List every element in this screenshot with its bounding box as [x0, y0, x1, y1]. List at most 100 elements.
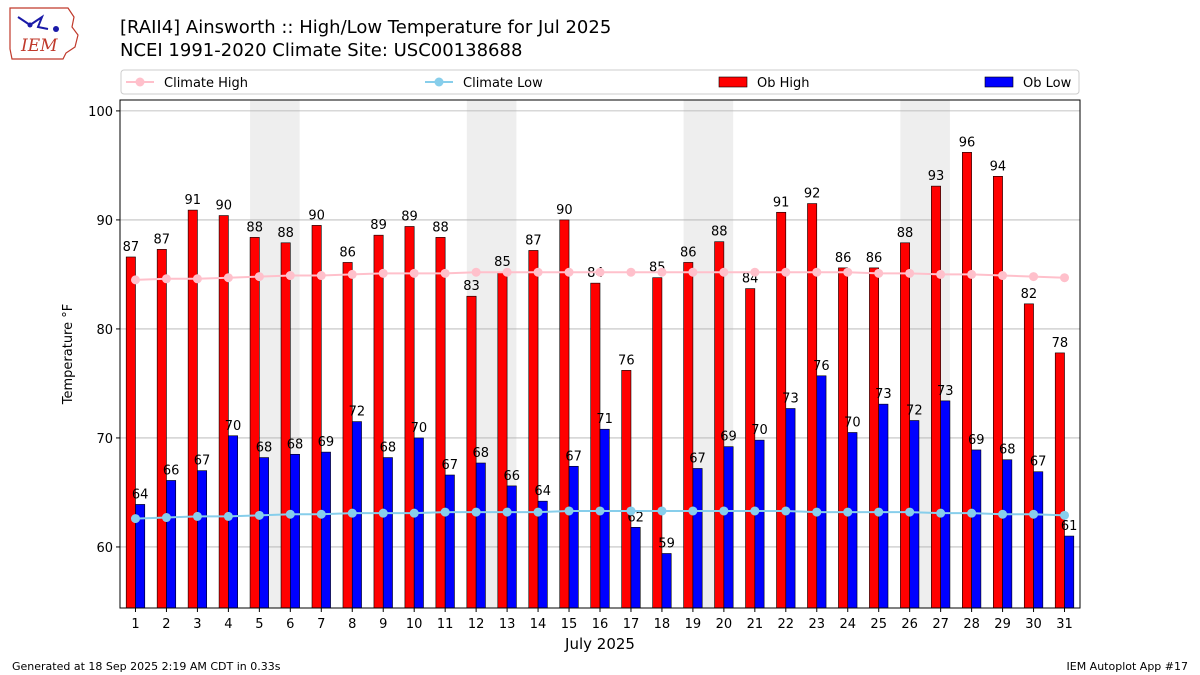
- ob-high-label: 91: [773, 195, 790, 210]
- climate-high-point: [1029, 272, 1039, 282]
- y-tick-label: 60: [96, 541, 113, 556]
- ob-high-bar: [404, 226, 415, 609]
- ob-low-label: 76: [813, 359, 830, 374]
- ob-high-label: 88: [897, 226, 914, 241]
- x-tick-label: 3: [193, 617, 201, 632]
- ob-low-label: 68: [380, 441, 397, 456]
- ob-low-label: 70: [751, 423, 768, 438]
- ob-low-bar: [166, 480, 177, 609]
- climate-low-point: [533, 507, 543, 517]
- climate-low-point: [781, 506, 791, 516]
- climate-high-point: [316, 271, 326, 281]
- ob-low-bar: [971, 449, 982, 609]
- ob-high-label: 86: [835, 251, 852, 266]
- logo-text: IEM: [20, 36, 58, 56]
- ob-high-label: 93: [928, 169, 945, 184]
- ob-high-label: 94: [990, 159, 1007, 174]
- climate-high-point: [936, 269, 946, 279]
- ob-high-bar: [342, 262, 353, 609]
- ob-high-bar: [869, 267, 880, 609]
- ob-low-bar: [630, 527, 641, 609]
- ob-low-bar: [475, 462, 486, 609]
- ob-low-label: 68: [999, 443, 1016, 458]
- ob-low-label: 71: [596, 412, 613, 427]
- chart-subtitle: NCEI 1991-2020 Climate Site: USC00138688: [120, 40, 523, 61]
- climate-low-point: [471, 507, 481, 517]
- climate-high-point: [874, 268, 884, 278]
- x-tick-label: 29: [994, 617, 1011, 632]
- ob-high-bar: [838, 267, 849, 609]
- y-tick-label: 80: [96, 323, 113, 338]
- ob-low-label: 67: [1030, 455, 1047, 470]
- x-tick-label: 1: [131, 617, 139, 632]
- y-axis-label: Temperature °F: [61, 304, 76, 405]
- ob-high-bar: [714, 241, 725, 609]
- ob-low-bar: [1033, 471, 1044, 609]
- x-tick-label: 16: [592, 617, 609, 632]
- climate-low-point: [1060, 510, 1070, 520]
- x-tick-label: 10: [406, 617, 423, 632]
- ob-high-label: 83: [463, 279, 480, 294]
- ob-low-bar: [444, 474, 455, 609]
- ob-low-bar: [320, 451, 331, 609]
- ob-high-label: 86: [866, 251, 883, 266]
- climate-low-point: [688, 506, 698, 516]
- ob-low-label: 66: [163, 463, 180, 478]
- ob-low-bar: [413, 437, 424, 609]
- ob-low-bar: [568, 465, 579, 609]
- climate-low-point: [564, 506, 574, 516]
- legend-climate-high-label: Climate High: [164, 76, 248, 91]
- ob-high-bar: [249, 237, 260, 609]
- iem-logo: IEM: [9, 7, 79, 60]
- ob-low-label: 72: [906, 403, 923, 418]
- ob-low-label: 72: [349, 405, 366, 420]
- x-tick-label: 13: [499, 617, 516, 632]
- climate-high-point: [409, 268, 419, 278]
- legend-ob-high-label: Ob High: [757, 76, 810, 91]
- climate-high-point: [688, 267, 698, 277]
- ob-low-label: 64: [534, 484, 551, 499]
- ob-low-label: 69: [720, 430, 737, 445]
- climate-low-point: [254, 510, 264, 520]
- legend-climate-high-swatch-marker: [135, 77, 145, 87]
- x-tick-label: 6: [286, 617, 294, 632]
- climate-high-point: [378, 268, 388, 278]
- y-tick-label: 90: [96, 214, 113, 229]
- ob-high-bar: [652, 277, 663, 609]
- climate-high-point: [161, 274, 171, 284]
- ob-low-bar: [816, 375, 827, 609]
- climate-high-point: [347, 269, 357, 279]
- climate-high-point: [843, 267, 853, 277]
- x-tick-label: 12: [468, 617, 485, 632]
- ob-low-label: 67: [442, 458, 459, 473]
- ob-low-label: 64: [132, 487, 149, 502]
- ob-low-bar: [290, 453, 300, 609]
- x-tick-label: 24: [839, 617, 856, 632]
- ob-high-label: 82: [1021, 287, 1038, 302]
- climate-low-point: [719, 506, 729, 516]
- ob-low-bar: [754, 439, 765, 609]
- x-tick-label: 31: [1056, 617, 1073, 632]
- legend-ob-high-swatch: [718, 76, 748, 88]
- x-tick-label: 28: [963, 617, 980, 632]
- climate-low-point: [192, 511, 202, 521]
- ob-high-bar: [373, 234, 384, 609]
- ob-high-bar: [621, 370, 632, 609]
- ob-high-label: 85: [494, 255, 511, 270]
- x-tick-label: 27: [932, 617, 949, 632]
- climate-low-point: [347, 508, 357, 518]
- climate-low-point: [285, 509, 295, 519]
- climate-high-point: [192, 274, 202, 284]
- climate-low-point: [502, 507, 512, 517]
- ob-high-bar: [962, 152, 972, 609]
- climate-high-point: [750, 267, 760, 277]
- ob-high-label: 76: [618, 353, 635, 368]
- x-tick-label: 17: [623, 617, 640, 632]
- ob-low-label: 68: [287, 437, 304, 452]
- climate-high-point: [130, 275, 140, 285]
- ob-low-bar: [878, 403, 889, 609]
- ob-low-label: 59: [658, 536, 675, 551]
- climate-high-point: [781, 267, 791, 277]
- ob-high-bar: [528, 250, 539, 609]
- x-tick-label: 4: [224, 617, 232, 632]
